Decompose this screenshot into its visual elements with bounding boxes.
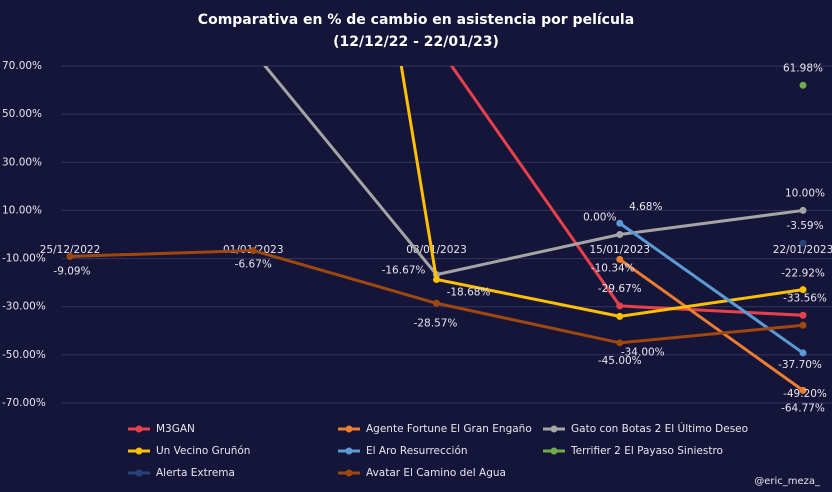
legend-marker <box>135 469 143 477</box>
series-line <box>449 66 804 317</box>
data-label: -16.67% <box>382 265 426 277</box>
data-label: -3.59% <box>786 220 823 232</box>
x-tick-label: 08/01/2023 <box>406 244 467 256</box>
series-line <box>399 66 804 318</box>
watermark: @eric_meza_ <box>754 476 821 487</box>
data-point <box>249 247 257 255</box>
y-tick-label: -30.00% <box>2 301 46 313</box>
y-tick-label: 50.00% <box>2 108 42 120</box>
x-tick-label: 22/01/2023 <box>773 244 832 256</box>
data-point <box>250 48 257 55</box>
series-line <box>618 258 804 392</box>
legend-marker <box>550 425 558 433</box>
chart-subtitle: (12/12/22 - 22/01/23) <box>333 34 499 50</box>
data-label: -22.92% <box>781 268 825 280</box>
y-tick-label: -10.00% <box>2 253 46 265</box>
data-label: -49.20% <box>783 388 827 400</box>
data-label: -28.57% <box>414 317 458 329</box>
legend-marker <box>345 469 353 477</box>
data-label: 61.98% <box>783 62 823 74</box>
data-point <box>799 286 807 294</box>
data-point <box>799 321 807 329</box>
legend-marker <box>135 447 143 455</box>
data-point <box>616 255 624 263</box>
data-point <box>616 219 624 227</box>
data-point <box>616 302 624 310</box>
data-label: 0.00% <box>583 212 616 224</box>
data-label: 4.68% <box>629 201 662 213</box>
x-tick-label: 15/01/2023 <box>589 244 650 256</box>
data-label: -34.00% <box>621 346 665 358</box>
legend-label: Alerta Extrema <box>156 467 235 479</box>
legend-marker <box>345 447 353 455</box>
legend-marker <box>550 447 558 455</box>
data-label: -29.67% <box>598 283 642 295</box>
data-point <box>616 339 624 347</box>
y-tick-label: -70.00% <box>2 397 46 409</box>
data-label: -64.77% <box>781 402 825 414</box>
data-label: -33.56% <box>783 292 827 304</box>
y-tick-label: 10.00% <box>2 204 42 216</box>
legend-label: Terrifier 2 El Payaso Siniestro <box>570 445 723 457</box>
chart-title: Comparativa en % de cambio en asistencia… <box>198 12 634 28</box>
data-point <box>616 312 624 320</box>
data-label: -9.09% <box>53 265 90 277</box>
y-tick-label: -50.00% <box>2 349 46 361</box>
data-label: -10.34% <box>591 262 635 274</box>
data-point <box>433 275 440 283</box>
legend-label: Gato con Botas 2 El Último Deseo <box>571 422 748 435</box>
legend-label: El Aro Resurrección <box>366 445 468 457</box>
legend-label: Avatar El Camino del Agua <box>366 467 506 479</box>
data-point <box>433 299 440 307</box>
data-label: -37.70% <box>778 359 822 371</box>
data-point <box>616 231 624 238</box>
data-label: -6.67% <box>235 259 272 271</box>
data-point <box>799 349 807 357</box>
y-tick-label: 70.00% <box>2 60 42 72</box>
data-point <box>799 239 807 247</box>
legend-label: Un Vecino Gruñón <box>156 445 250 457</box>
data-point <box>799 206 807 214</box>
legend-marker <box>135 425 143 433</box>
data-point <box>799 386 807 394</box>
x-tick-label: 25/12/2022 <box>40 244 101 256</box>
series-line <box>263 66 804 277</box>
data-label: 10.00% <box>785 187 825 199</box>
legend-marker <box>345 425 353 433</box>
data-point <box>799 81 807 89</box>
data-label: -18.68% <box>447 286 491 298</box>
data-point <box>799 311 807 319</box>
data-point <box>66 252 74 260</box>
legend-label: M3GAN <box>156 423 195 435</box>
data-label: -45.00% <box>598 355 642 367</box>
legend-label: Agente Fortune El Gran Engaño <box>366 423 532 435</box>
y-tick-label: 30.00% <box>2 156 42 168</box>
series-line <box>618 222 804 355</box>
